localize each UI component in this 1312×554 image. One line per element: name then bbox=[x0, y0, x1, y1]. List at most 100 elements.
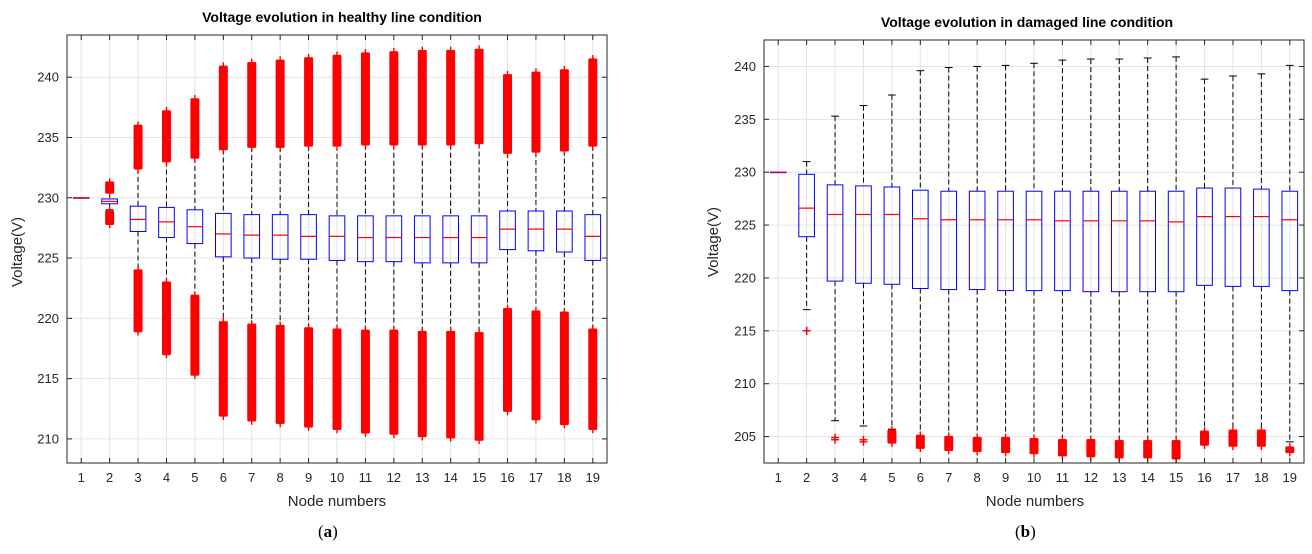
chart-a-box-group-9 bbox=[300, 53, 317, 431]
chart-b-box-group-3 bbox=[826, 115, 844, 444]
chart-b-box-group-16 bbox=[1196, 78, 1213, 450]
chart-a-outlier-band-low-14 bbox=[446, 331, 456, 438]
chart-b-title: Voltage evolution in damaged line condit… bbox=[881, 14, 1173, 30]
chart-a-xtick-label-10: 11 bbox=[359, 470, 373, 485]
chart-a-outlier-band-high-16 bbox=[503, 74, 513, 154]
chart-b-box-group-5 bbox=[883, 94, 901, 447]
chart-b-xlabel: Node numbers bbox=[986, 493, 1084, 510]
caption-b: (b) bbox=[1015, 522, 1036, 542]
chart-a-outlier-band-low-17 bbox=[531, 311, 541, 420]
chart-a-outlier-band-high-19 bbox=[588, 59, 598, 146]
chart-a-box-group-7 bbox=[243, 58, 261, 425]
chart-panel-a: Voltage evolution in healthy line condit… bbox=[9, 9, 608, 542]
chart-b-box-14 bbox=[1139, 190, 1156, 293]
chart-b-outlier-band-low-10 bbox=[1029, 438, 1039, 454]
chart-a-outlier-band-high-13 bbox=[417, 50, 427, 145]
chart-a-xtick-label-7: 8 bbox=[277, 470, 284, 485]
chart-b-box-group-7 bbox=[940, 66, 958, 455]
chart-a-box-group-14 bbox=[442, 46, 459, 442]
caption-b-open: ( bbox=[1015, 522, 1021, 541]
chart-a-outlier-band-high-12 bbox=[389, 51, 399, 145]
chart-a-box-group-17 bbox=[527, 68, 545, 424]
chart-a-ytick-label-5: 235 bbox=[37, 130, 59, 145]
chart-b-xtick-label-17: 18 bbox=[1254, 470, 1268, 485]
chart-b-xtick-label-6: 7 bbox=[945, 470, 952, 485]
chart-a-box-group-19 bbox=[584, 55, 602, 434]
chart-b-box-group-18 bbox=[1253, 73, 1270, 451]
chart-b-outlier-band-low-9 bbox=[1001, 437, 1011, 453]
chart-b-outlier-band-low-7 bbox=[944, 436, 954, 451]
chart-b-ytick-label-7: 240 bbox=[734, 59, 756, 74]
chart-a-box-18 bbox=[556, 210, 573, 253]
chart-a-box-group-13 bbox=[413, 46, 431, 441]
chart-a-outlier-band-low-19 bbox=[588, 329, 598, 430]
chart-b-box-17 bbox=[1224, 187, 1242, 287]
chart-a-outlier-band-low-5 bbox=[190, 295, 200, 375]
chart-a-box-group-4 bbox=[158, 106, 175, 359]
chart-a-ytick-label-0: 210 bbox=[37, 431, 59, 446]
chart-a-ylabel: Voltage(V) bbox=[9, 217, 26, 287]
chart-b-box-10 bbox=[1025, 190, 1043, 292]
chart-a-xtick-label-12: 13 bbox=[415, 470, 429, 485]
chart-a-outlier-band-low-12 bbox=[389, 330, 399, 435]
chart-a-box-group-18 bbox=[556, 65, 573, 429]
chart-b-outlier-band-low-18 bbox=[1256, 430, 1266, 447]
chart-b-outlier-band-low-13 bbox=[1114, 440, 1124, 458]
chart-a-xtick-label-14: 15 bbox=[472, 470, 486, 485]
chart-b-outlier-band-low-8 bbox=[972, 437, 982, 452]
chart-a-box-group-12 bbox=[385, 47, 403, 439]
chart-b-box-11 bbox=[1054, 190, 1071, 292]
chart-b-box-group-9 bbox=[997, 64, 1014, 457]
chart-a-outlier-band-low-18 bbox=[559, 312, 569, 425]
chart-a-box-15 bbox=[470, 215, 488, 264]
chart-a-box-16 bbox=[499, 210, 516, 251]
chart-a-ytick-label-4: 230 bbox=[37, 190, 59, 205]
chart-b-outlier-band-low-15 bbox=[1171, 440, 1181, 459]
chart-b-outlier-band-low-14 bbox=[1143, 440, 1153, 458]
chart-b-xtick-label-7: 8 bbox=[974, 470, 981, 485]
caption-a-letter: a bbox=[323, 522, 333, 541]
chart-b-ytick-label-5: 230 bbox=[734, 165, 756, 180]
chart-a-box-4 bbox=[158, 206, 175, 239]
chart-a-xtick-label-16: 17 bbox=[529, 470, 543, 485]
chart-a-box-10 bbox=[328, 215, 346, 261]
chart-b-box-2 bbox=[798, 173, 815, 238]
chart-b-box-7 bbox=[940, 190, 958, 291]
chart-a-outlier-band-high-6 bbox=[218, 66, 228, 150]
chart-a-box-9 bbox=[300, 214, 317, 260]
chart-a-outlier-band-low-9 bbox=[304, 327, 314, 427]
chart-a-title: Voltage evolution in healthy line condit… bbox=[202, 9, 482, 25]
chart-b-ytick-label-2: 215 bbox=[734, 323, 756, 338]
chart-b-box-group-10 bbox=[1025, 62, 1043, 458]
chart-a-outlier-band-low-6 bbox=[218, 321, 228, 416]
chart-b-outlier-band-low-5 bbox=[887, 430, 897, 443]
chart-b-xtick-label-0: 1 bbox=[775, 470, 782, 485]
chart-a-box-12 bbox=[385, 215, 403, 263]
chart-a-outlier-band-high-10 bbox=[332, 55, 342, 146]
chart-b-box-4 bbox=[855, 185, 872, 284]
chart-b-outlier-band-low-12 bbox=[1086, 439, 1096, 457]
chart-b-box-group-8 bbox=[968, 65, 986, 456]
caption-b-close: ) bbox=[1030, 522, 1036, 541]
chart-b-outlier-band-low-11 bbox=[1057, 439, 1067, 456]
chart-a-xtick-label-15: 16 bbox=[500, 470, 514, 485]
chart-a-outlier-band-low-16 bbox=[503, 308, 513, 412]
chart-b-box-15 bbox=[1167, 190, 1185, 293]
chart-b-ytick-label-1: 210 bbox=[734, 376, 756, 391]
chart-a-box-group-8 bbox=[271, 56, 289, 428]
chart-b-ylabel: Voltage(V) bbox=[705, 207, 722, 277]
chart-b-box-group-12 bbox=[1082, 58, 1100, 461]
chart-b-box-18 bbox=[1253, 188, 1270, 287]
chart-a-xtick-label-6: 7 bbox=[248, 470, 255, 485]
chart-a-outlier-band-low-8 bbox=[275, 325, 285, 424]
caption-a: (a) bbox=[318, 522, 338, 542]
chart-b-box-group-17 bbox=[1224, 75, 1242, 451]
chart-a-xtick-label-3: 4 bbox=[163, 470, 170, 485]
chart-b-box-group-19 bbox=[1281, 64, 1299, 457]
chart-a-xtick-label-4: 5 bbox=[191, 470, 198, 485]
chart-a-box-17 bbox=[527, 210, 545, 252]
chart-b-box-group-2 bbox=[798, 161, 815, 335]
chart-a-outlier-band-low-3 bbox=[133, 270, 143, 332]
chart-b-ytick-label-3: 220 bbox=[734, 270, 756, 285]
chart-b-box-5 bbox=[883, 186, 901, 285]
